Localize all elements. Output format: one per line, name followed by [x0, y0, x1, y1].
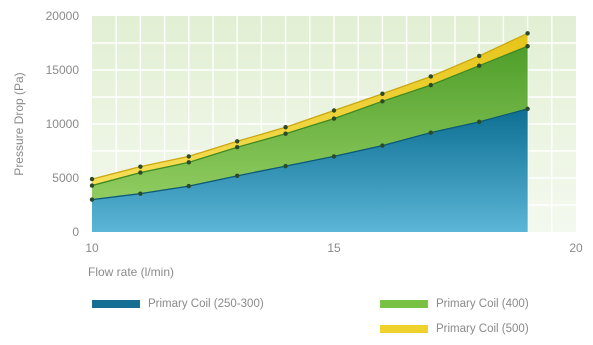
legend-label-series-1: Primary Coil (250-300)	[148, 298, 264, 310]
y-axis-ticks: 0 5000 10000 15000 20000	[46, 9, 80, 239]
data-point-series-3	[89, 176, 95, 182]
line-series-2	[91, 45, 528, 187]
data-point-series-3	[283, 125, 288, 130]
data-point-series-2	[380, 99, 385, 104]
legend-swatch-series-2	[380, 300, 428, 308]
data-point-series-1	[283, 163, 288, 169]
x-tick-label: 20	[569, 241, 583, 255]
series-areas	[92, 33, 528, 232]
legend-swatch-series-3	[380, 325, 428, 333]
data-point-series-1	[331, 154, 337, 159]
legend-swatch-series-1	[92, 300, 140, 308]
data-point-series-3	[428, 74, 433, 79]
x-tick-label: 10	[85, 241, 99, 255]
data-point-series-1	[525, 106, 530, 112]
area-series-1	[92, 108, 528, 232]
line-series-3	[91, 32, 528, 180]
data-point-series-1	[428, 130, 433, 135]
y-tick-label: 20000	[46, 9, 80, 23]
data-point-series-2	[89, 183, 95, 188]
legend-label-series-2: Primary Coil (400)	[436, 298, 529, 310]
data-point-series-3	[525, 31, 530, 36]
data-point-series-2	[138, 170, 143, 175]
data-point-series-3	[186, 154, 191, 159]
data-point-series-2	[283, 131, 288, 136]
x-tick-label: 15	[327, 241, 341, 255]
line-series-1	[91, 108, 528, 201]
legend-label-series-3: Primary Coil (500)	[436, 323, 529, 335]
legend-item-series-1: Primary Coil (250-300)	[92, 298, 264, 310]
x-axis-ticks: 10 15 20	[85, 241, 583, 255]
data-point-series-2	[477, 63, 482, 68]
data-point-series-1	[186, 183, 191, 189]
data-point-series-1	[380, 143, 385, 148]
data-point-series-1	[477, 119, 482, 125]
series-points	[89, 31, 530, 202]
legend-item-series-3: Primary Coil (500)	[380, 323, 529, 335]
y-axis-label: Pressure Drop (Pa)	[12, 72, 26, 175]
data-point-series-1	[235, 173, 240, 179]
data-point-series-3	[138, 164, 143, 169]
data-point-series-2	[186, 160, 191, 165]
y-tick-label: 0	[72, 225, 79, 239]
y-tick-label: 5000	[52, 171, 79, 185]
data-point-series-2	[235, 145, 240, 150]
series-lines	[91, 32, 528, 201]
data-point-series-2	[331, 116, 337, 121]
legend-item-series-2: Primary Coil (400)	[380, 298, 529, 310]
data-point-series-2	[428, 82, 433, 88]
y-tick-label: 15000	[46, 63, 80, 77]
data-point-series-1	[138, 191, 143, 196]
x-axis-label: Flow rate (l/min)	[88, 265, 174, 279]
data-point-series-3	[331, 108, 337, 113]
y-tick-label: 10000	[46, 117, 80, 131]
data-point-series-2	[525, 44, 530, 49]
data-point-series-3	[380, 91, 385, 96]
data-point-series-3	[477, 53, 482, 59]
data-point-series-1	[89, 197, 95, 202]
data-point-series-3	[235, 139, 240, 144]
